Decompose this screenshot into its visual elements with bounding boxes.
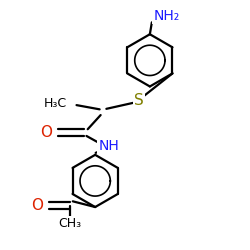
Text: S: S bbox=[134, 93, 143, 108]
Text: NH: NH bbox=[98, 139, 119, 153]
Text: O: O bbox=[31, 198, 43, 212]
Text: O: O bbox=[40, 126, 52, 140]
Text: H₃C: H₃C bbox=[44, 97, 66, 110]
Text: CH₃: CH₃ bbox=[59, 217, 82, 230]
Text: NH₂: NH₂ bbox=[154, 9, 180, 23]
